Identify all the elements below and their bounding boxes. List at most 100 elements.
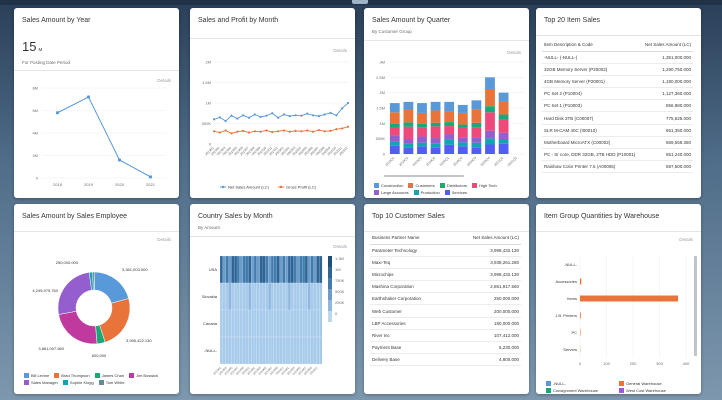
bar-segment <box>430 110 441 123</box>
heatmap-cell <box>282 309 286 338</box>
details-link[interactable]: Details <box>333 244 347 249</box>
x-tick-label: 201907 <box>263 366 273 376</box>
legend-item[interactable]: -NULL- <box>546 380 614 387</box>
heatmap-cell <box>299 282 303 311</box>
bar-segment <box>485 88 495 107</box>
card-country-sales[interactable]: Country Sales by Month By Amount Details… <box>190 204 355 394</box>
bar-segment <box>403 147 414 154</box>
cell-value: 775,625.000 <box>665 115 691 121</box>
details-link[interactable]: Details <box>157 237 171 242</box>
bar-segment <box>498 143 509 154</box>
table-row[interactable]: Mashina Corporation 2,861,917.560 <box>370 281 521 294</box>
card-item-group-warehouse[interactable]: Item Group Quantities by Warehouse Detai… <box>536 204 701 394</box>
card-sales-by-quarter[interactable]: Sales Amount by Quarter By Customer Grou… <box>364 8 529 198</box>
table-header: Item Description & Code Net Sales Amount … <box>542 38 693 52</box>
legend-item[interactable]: Consignment Warehouse <box>546 387 614 394</box>
details-link[interactable]: Details <box>679 237 693 242</box>
table-row[interactable]: SLR M-CAM 40C (I00010) 661,350.000 <box>542 125 693 137</box>
table-row[interactable]: Motherboard MicroATX (C00002) 659,559.350 <box>542 137 693 149</box>
card-sales-by-employee[interactable]: Sales Amount by Sales Employee Details 2… <box>14 204 179 394</box>
heatmap-cell <box>316 255 320 284</box>
details-link[interactable]: Details <box>507 50 521 55</box>
table-row[interactable]: Hard Disk 3TB (C00007) 775,625.000 <box>542 112 693 125</box>
table-row[interactable]: Rainbow Color Printer 7.5 (A00005) 597,50… <box>542 161 693 173</box>
table-row[interactable]: Microchips 3,998,432.130 <box>370 269 521 282</box>
card-sales-by-year[interactable]: Sales Amount by Year 15 M For Posting Dat… <box>14 8 179 198</box>
table-row[interactable]: PC Set 2 (P10004) 1,127,360.000 <box>542 88 693 101</box>
cell-value: 2,861,917.560 <box>490 284 519 290</box>
row-label: Slovakia <box>202 294 218 299</box>
legend-item[interactable]: Services <box>444 189 467 196</box>
table-row[interactable]: PC Set 1 (P10003) 856,980.000 <box>542 100 693 113</box>
card-top-customer-sales[interactable]: Top 10 Customer Sales Business Partner N… <box>364 204 529 394</box>
y-tick-label: 3M <box>379 60 385 65</box>
legend-item[interactable]: High Tech <box>472 182 497 189</box>
legend-item[interactable]: Tom White <box>98 379 125 386</box>
x-tick-label: 201903 <box>216 146 227 157</box>
bar-segment <box>471 147 482 154</box>
drag-handle[interactable] <box>352 0 368 4</box>
legend-item[interactable]: Construction <box>374 182 403 189</box>
details-link[interactable]: Details <box>157 78 171 83</box>
legend-item[interactable]: General Warehouse <box>619 380 687 387</box>
heatmap-cell <box>316 336 320 365</box>
table-row[interactable]: -NULL- (-NULL-) 1,351,000.000 <box>542 52 693 65</box>
legend-item[interactable]: Large Accounts <box>374 189 409 196</box>
data-point <box>311 114 315 117</box>
legend-item[interactable]: Brad Thompson <box>54 372 90 379</box>
heatmap-cell <box>262 255 266 284</box>
data-point <box>323 113 326 116</box>
table-row[interactable]: 32GB Memory Server (P20002) 1,290,750.000 <box>542 64 693 77</box>
bar-segment <box>389 103 400 113</box>
cell-name: SLR M-CAM 40C (I00010) <box>544 127 597 133</box>
heatmap-cell <box>253 309 258 338</box>
cell-name: River Inc <box>372 332 390 338</box>
bar-segment <box>403 122 414 127</box>
data-point <box>259 130 262 133</box>
bar <box>580 312 581 319</box>
heatmap-cell <box>307 282 311 311</box>
legend-item[interactable]: James Chan <box>94 372 124 379</box>
data-point <box>276 116 280 119</box>
bar-segment <box>485 130 495 139</box>
x-tick-label: 201901 <box>212 366 222 376</box>
legend-item[interactable]: Jim Boswick <box>129 372 158 379</box>
card-top-item-sales[interactable]: Top 20 Item Sales Item Description & Cod… <box>536 8 701 198</box>
heatmap-cell <box>302 309 306 338</box>
legend-label: Distributors <box>446 183 468 188</box>
heatmap-cell <box>219 255 224 284</box>
legend-item[interactable]: Distributors <box>439 182 468 189</box>
table-row[interactable]: Delivery Base 4,800.000 <box>370 354 521 366</box>
data-point <box>218 131 221 134</box>
table-row[interactable]: Maxi-Teq 3,938,261.280 <box>370 257 521 270</box>
y-tick-label: 2M <box>379 90 385 95</box>
heatmap-cell <box>236 282 241 311</box>
card-sales-profit-month[interactable]: Sales and Profit by Month Details 2M 1.5M… <box>190 8 355 198</box>
legend-item[interactable]: Sophie Klogg <box>62 379 94 386</box>
legend-item[interactable]: Sales Manager <box>24 379 58 386</box>
table-row[interactable]: River Inc 107,412.000 <box>370 330 521 342</box>
bar-segment <box>430 126 441 139</box>
cell-value: 3,998,432.130 <box>490 272 519 278</box>
table-row[interactable]: LBP Accessories 180,000.000 <box>370 318 521 330</box>
legend-item[interactable]: West Cost Warehouse <box>619 387 687 394</box>
legend-item[interactable]: Customers <box>408 182 435 189</box>
table-row[interactable]: Payment Base 5,230.000 <box>370 342 521 354</box>
table-row[interactable]: PC - Sr core, DDR 32GB, 2TB HDD (P10001)… <box>542 149 693 161</box>
details-link[interactable]: Details <box>333 48 347 53</box>
heatmap-cell <box>259 336 263 365</box>
table-row[interactable]: 4GB Memory Server (P20001) 1,180,000.000 <box>542 76 693 89</box>
table-row[interactable]: Web Customer 200,000.000 <box>370 305 521 318</box>
table-row[interactable]: Earthshaker Corporation 250,000.000 <box>370 293 521 306</box>
series-line <box>213 126 349 134</box>
cell-name: Mashina Corporation <box>372 284 414 290</box>
legend-swatch <box>94 373 100 378</box>
legend-item[interactable]: Bill Levine <box>24 372 49 379</box>
heatmap-cell <box>219 282 224 311</box>
heatmap-cell <box>268 255 272 284</box>
bar <box>580 329 581 336</box>
table-header: Business Partner Name Net Sales Amount (L… <box>370 231 521 245</box>
heatmap-cell <box>273 255 277 284</box>
legend-item[interactable]: Production <box>413 189 440 196</box>
table-row[interactable]: Parameter Technology 3,998,432.130 <box>370 245 521 258</box>
